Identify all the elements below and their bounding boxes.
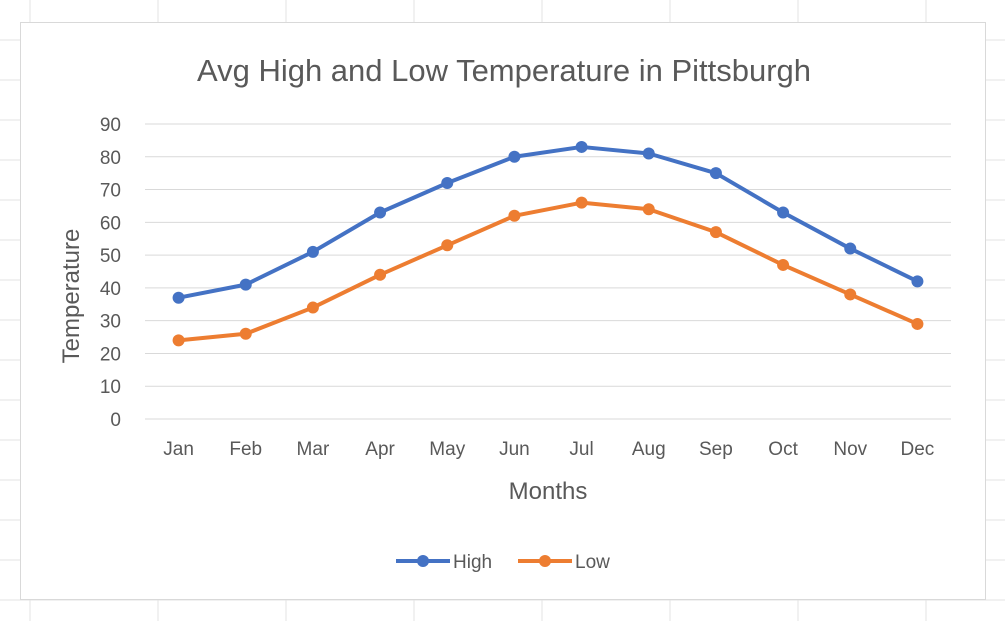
legend-item-high: High <box>396 552 492 573</box>
y-tick-label: 90 <box>100 115 121 136</box>
x-tick-label: Jul <box>569 439 593 460</box>
x-tick-label: Aug <box>632 439 666 460</box>
y-tick-label: 60 <box>100 213 121 234</box>
legend-label: High <box>453 552 492 573</box>
series-line <box>176 200 920 343</box>
gridlines <box>145 123 951 420</box>
chart-title: Avg High and Low Temperature in Pittsbur… <box>197 53 811 88</box>
x-axis-ticks: Jan Feb Mar Apr May Jun Jul Aug Sep Oct Nov Dec <box>163 439 934 460</box>
data-point <box>172 334 185 347</box>
y-tick-label: 50 <box>100 246 121 267</box>
data-point <box>374 206 387 219</box>
y-tick-label: 0 <box>110 410 121 431</box>
x-tick-label: Nov <box>833 439 867 460</box>
y-tick-label: 40 <box>100 279 121 300</box>
legend-marker <box>539 555 551 567</box>
y-axis-ticks: 0 10 20 30 40 50 60 70 80 90 <box>100 115 121 431</box>
data-point <box>508 150 521 163</box>
data-point <box>844 242 857 255</box>
data-point <box>844 288 857 301</box>
data-point <box>709 167 722 180</box>
x-tick-label: Jan <box>163 439 194 460</box>
x-tick-label: Dec <box>901 439 935 460</box>
y-tick-label: 20 <box>100 344 121 365</box>
series-layer <box>172 140 924 347</box>
x-tick-label: Mar <box>297 439 330 460</box>
data-point <box>306 301 319 314</box>
legend-marker <box>417 555 429 567</box>
x-tick-label: May <box>429 439 465 460</box>
data-point <box>239 327 252 340</box>
legend-item-low: Low <box>518 552 610 573</box>
series-high <box>172 140 924 304</box>
x-axis-title: Months <box>509 478 588 505</box>
x-tick-label: Sep <box>699 439 733 460</box>
data-point <box>777 206 790 219</box>
data-point <box>575 140 588 153</box>
y-tick-label: 10 <box>100 377 121 398</box>
x-tick-label: Jun <box>499 439 530 460</box>
data-point <box>642 203 655 216</box>
series-line <box>176 144 920 300</box>
x-tick-label: Oct <box>768 439 798 460</box>
data-point <box>374 268 387 281</box>
data-point <box>306 245 319 258</box>
data-point <box>239 278 252 291</box>
y-tick-label: 70 <box>100 181 121 202</box>
data-point <box>575 196 588 209</box>
legend-label: Low <box>575 552 610 573</box>
series-low <box>172 196 924 347</box>
data-point <box>172 291 185 304</box>
x-tick-label: Feb <box>229 439 262 460</box>
data-point <box>441 239 454 252</box>
x-tick-label: Apr <box>365 439 395 460</box>
data-point <box>777 258 790 271</box>
y-tick-label: 80 <box>100 148 121 169</box>
data-point <box>642 147 655 160</box>
data-point <box>508 209 521 222</box>
data-point <box>911 275 924 288</box>
y-tick-label: 30 <box>100 312 121 333</box>
data-point <box>441 177 454 189</box>
y-axis-title: Temperature <box>58 229 85 364</box>
line-chart: Avg High and Low Temperature in Pittsbur… <box>58 53 951 573</box>
data-point <box>709 226 722 239</box>
data-point <box>911 317 924 330</box>
chart-area[interactable]: Avg High and Low Temperature in Pittsbur… <box>20 22 986 600</box>
legend: High Low <box>396 552 610 573</box>
